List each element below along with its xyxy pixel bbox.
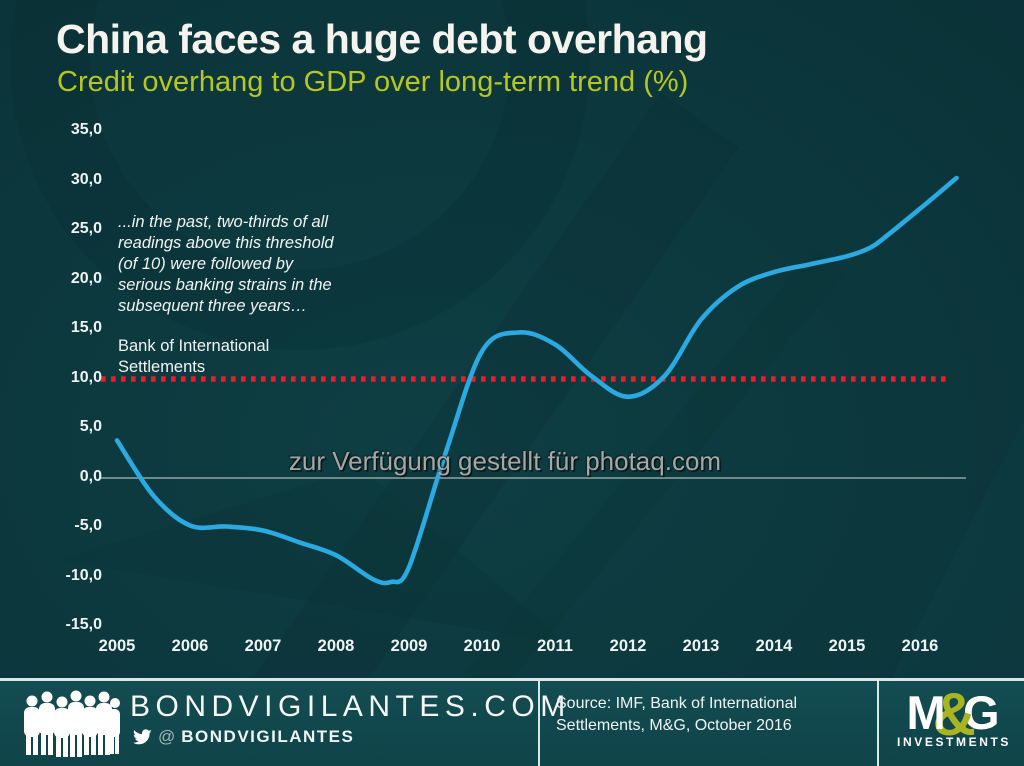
annotation-line: readings above this threshold [118,234,334,252]
x-tick-label: 2014 [755,637,793,655]
logo-investments-label: INVESTMENTS [897,735,1011,749]
annotation-line: (of 10) were followed by [118,255,294,273]
mg-investments-logo: M & G INVESTMENTS [893,680,1013,750]
logo-letter-g: G [962,685,1000,739]
logo-ampersand: & [932,680,976,748]
y-tick-label: 35,0 [70,121,102,138]
y-tick-label: 30,0 [70,170,102,188]
annotation-text: ...in the past, two-thirds of all readin… [118,212,388,317]
source-line: Settlements, M&G, October 2016 [556,717,792,734]
y-tick-label: 5,0 [79,418,102,435]
background-watermark-shapes [10,0,1024,766]
y-tick-label: -15,0 [65,616,102,633]
source-line: Source: IMF, Bank of International [556,695,798,712]
x-tick-label: 2010 [463,637,501,655]
bondvigilantes-site: BONDVIGILANTES.COM [130,690,571,723]
page-title: China faces a huge debt overhang [56,16,708,62]
y-tick-label: 25,0 [70,220,102,237]
bis-line: Settlements [118,358,206,376]
footer-divider [538,681,540,766]
twitter-handle: BONDVIGILANTES [181,727,355,746]
x-tick-label: 2006 [171,637,209,655]
photaq-watermark: zur Verfügung gestellt für photaq.com [288,446,722,476]
x-tick-label: 2009 [390,637,428,655]
x-tick-label: 2015 [828,637,866,655]
footer-bar: BONDVIGILANTES.COM @ BONDVIGILANTES Sour… [0,678,1024,766]
x-tick-label: 2016 [901,637,939,655]
y-tick-label: 10,0 [70,368,102,386]
x-tick-label: 2012 [609,637,647,655]
twitter-bird-icon [133,729,152,745]
y-tick-label: 20,0 [70,269,102,287]
credit-overhang-line [114,175,959,586]
x-tick-label: 2011 [537,637,573,655]
x-tick-label: 2013 [682,637,720,655]
annotation-line: ...in the past, two-thirds of all [118,213,329,231]
at-symbol: @ [158,727,176,746]
x-tick-label: 2005 [98,637,136,655]
source-text: Source: IMF, Bank of International Settl… [556,693,797,737]
annotation-line: subsequent three years… [118,297,307,315]
crowd-icon [24,690,120,757]
y-tick-label: -5,0 [74,517,102,534]
x-tick-label: 2007 [244,637,282,655]
bis-line: Bank of International [118,337,270,355]
y-tick-label: 0,0 [79,467,102,485]
logo-letter-m: M [906,685,946,739]
x-tick-label: 2008 [317,637,355,655]
page-subtitle: Credit overhang to GDP over long-term tr… [57,66,689,98]
bis-source-label: Bank of International Settlements [118,336,358,378]
annotation-line: serious banking strains in the [118,276,332,294]
footer-divider [877,681,879,766]
y-tick-label: -10,0 [65,566,102,584]
twitter-row: @ BONDVIGILANTES [132,727,354,747]
y-tick-label: 15,0 [70,319,102,336]
